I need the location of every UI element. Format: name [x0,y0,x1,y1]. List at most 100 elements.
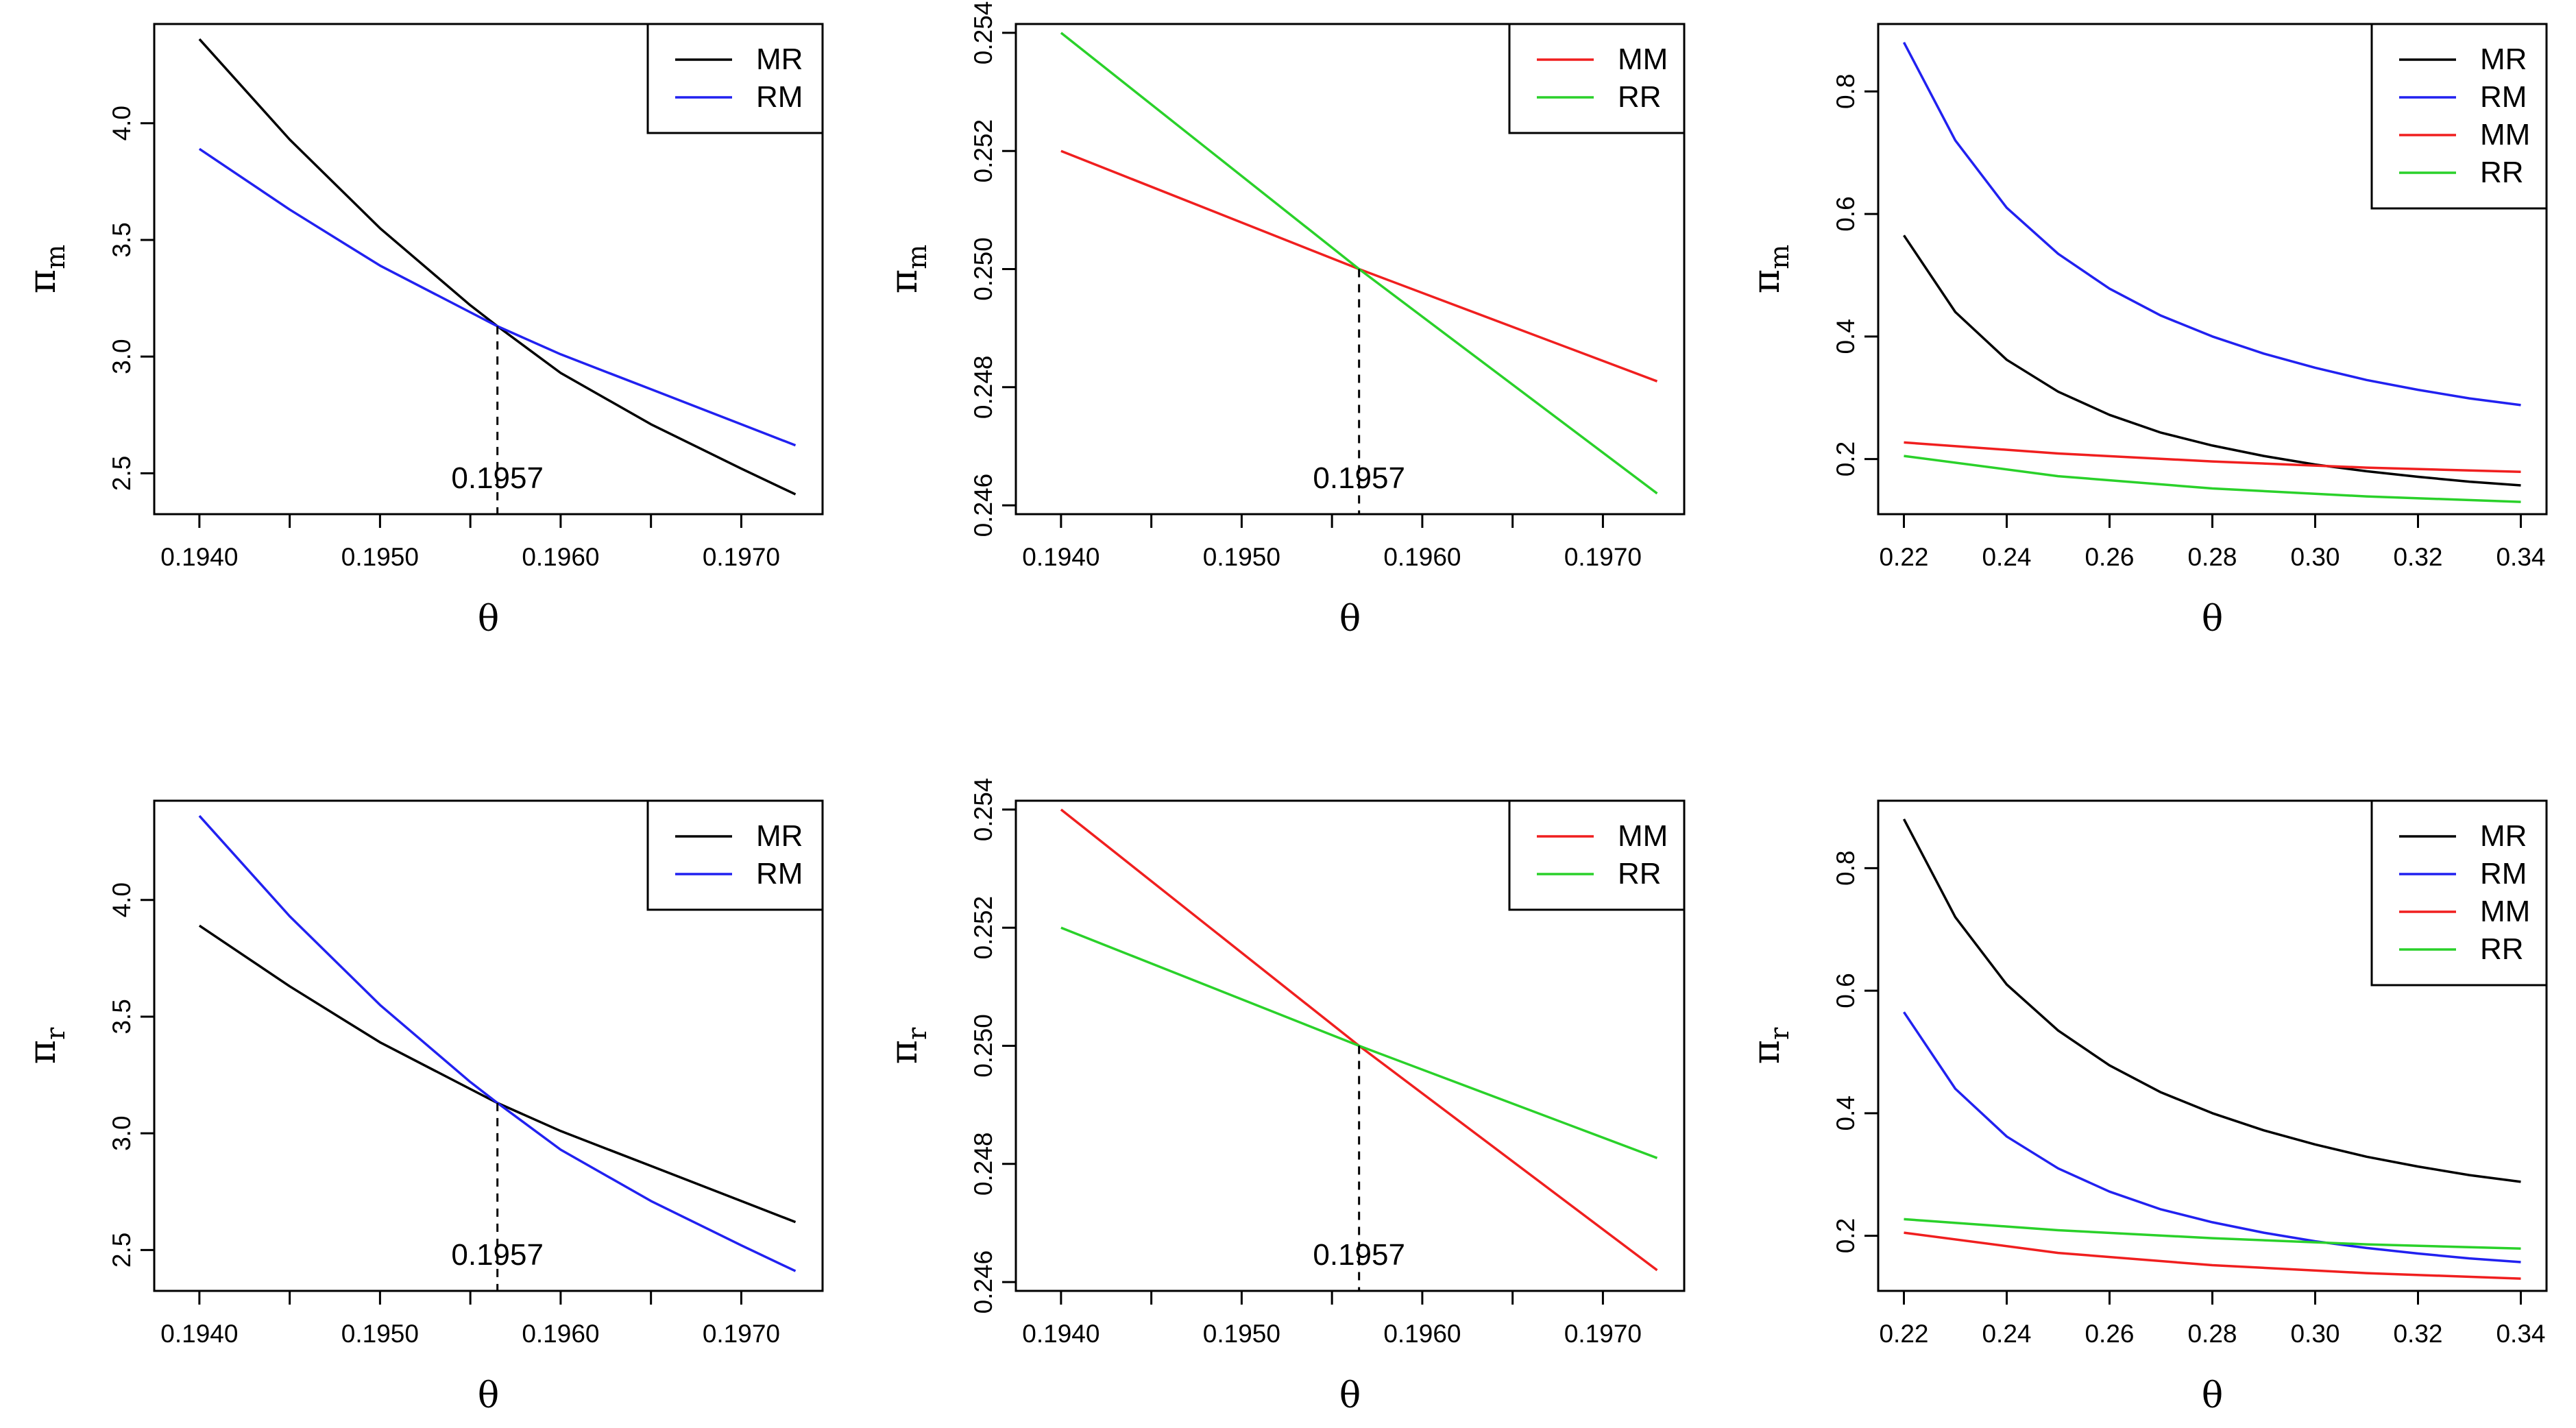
x-tick-label: 0.32 [2393,1320,2442,1348]
series-line-RR [1904,1218,2521,1250]
panel-6: 0.22 0.24 0.26 0.28 0.30 0.32 0.34 0.2 0.4 0.6 0.8… [1745,799,2548,1416]
y-tick-label: 4.0 [108,882,136,917]
series-line-RR [1904,455,2521,503]
series-line-MR [1903,234,2521,487]
plot-frame [153,799,824,1292]
x-tick-label: 0.1950 [341,1320,419,1348]
x-tick-label: 0.1950 [1203,1320,1280,1348]
x-axis-label: θ [2202,598,2223,640]
x-axis-label: θ [478,598,499,640]
panel-4: 0.1940 0.1950 0.1960 0.1970 2.5 3.0 3.5 4.0 θ πr 0… [21,799,824,1416]
x-tick-label: 0.1970 [1564,543,1642,571]
legend-label-MM: MM [1618,43,1668,76]
legend-label-RM: RM [756,80,803,114]
y-axis-symbol: π [1745,1040,1788,1065]
y-tick-label: 0.4 [1832,319,1860,354]
legend: MR RM [646,23,824,134]
x-tick-label: 0.24 [1982,1320,2031,1348]
legend-label-MR: MR [756,43,803,76]
legend-label-MM: MM [2480,895,2530,928]
y-axis-subscript: r [40,1027,71,1040]
legend-label-RM: RM [756,857,803,891]
legend: MR RM MM RR [2370,799,2548,987]
legend-label-MR: MR [2480,819,2527,853]
y-axis-label: πm [1745,245,1795,294]
y-axis-subscript: r [1764,1027,1795,1040]
legend: MR RM MM RR [2370,23,2548,210]
x-tick-label: 0.1960 [522,1320,599,1348]
y-tick-label: 0.250 [969,237,997,301]
plot-frame [153,23,824,516]
y-axis-symbol: π [1745,269,1788,294]
y-tick-label: 0.246 [969,1250,997,1314]
legend-label-MM: MM [1618,819,1668,853]
x-tick-label: 0.28 [2187,1320,2237,1348]
threshold-label: 0.1957 [1313,461,1405,495]
y-tick-label: 0.250 [969,1014,997,1078]
x-tick-label: 0.1950 [341,543,419,571]
x-tick-label: 0.1940 [160,543,238,571]
x-tick-label: 0.26 [2085,1320,2134,1348]
y-axis-symbol: π [21,269,64,294]
series-line-MM [1904,441,2521,474]
y-axis-subscript: m [902,245,932,269]
y-tick-label: 0.248 [969,355,997,419]
legend-label-RR: RR [2480,932,2524,966]
panel-5: 0.1940 0.1950 0.1960 0.1970 0.246 0.248 0.250 0… [882,778,1686,1416]
legend-label-RM: RM [2480,857,2527,891]
series-line-RM [1903,1011,2521,1263]
y-axis-subscript: m [40,245,71,269]
x-tick-label: 0.34 [2496,1320,2545,1348]
x-tick-label: 0.1950 [1203,543,1280,571]
series-line-RM [1902,41,2521,407]
x-tick-label: 0.22 [1879,543,1928,571]
series-group [198,814,797,1272]
legend-label-MR: MR [2480,43,2527,76]
y-axis-label: πr [882,1027,932,1065]
y-axis-label: πm [882,245,932,294]
x-tick-label: 0.30 [2290,1320,2340,1348]
legend: MM RR [1508,23,1686,134]
y-tick-label: 2.5 [108,456,136,491]
panel-2: 0.1940 0.1950 0.1960 0.1970 0.246 0.248 0.250 0… [882,1,1686,640]
legend-label-RR: RR [1618,80,1662,114]
x-tick-label: 0.32 [2393,543,2442,571]
x-axis-label: θ [478,1375,499,1416]
series-line-MR [198,924,797,1224]
y-tick-label: 0.4 [1832,1096,1860,1130]
y-tick-label: 3.0 [108,1115,136,1150]
legend-label-MR: MR [756,819,803,853]
legend: MR RM [646,799,824,911]
threshold-label: 0.1957 [451,1238,544,1272]
series-group [1902,818,2521,1280]
x-tick-label: 0.1940 [160,1320,238,1348]
y-axis-label: πm [21,245,71,294]
x-tick-label: 0.1940 [1022,1320,1099,1348]
legend-box [1508,799,1686,911]
x-axis-label: θ [1339,1375,1361,1416]
x-tick-label: 0.1960 [1383,543,1461,571]
y-tick-label: 0.6 [1832,196,1860,231]
panel-3: 0.22 0.24 0.26 0.28 0.30 0.32 0.34 0.2 0.4 0.6 0.8… [1745,23,2548,640]
x-tick-label: 0.1970 [1564,1320,1642,1348]
series-line-MR [1902,818,2521,1183]
legend-box [646,799,824,911]
y-tick-label: 0.2 [1832,441,1860,476]
x-tick-label: 0.24 [1982,543,2031,571]
y-axis-symbol: π [882,269,925,294]
legend-label-RM: RM [2480,80,2527,114]
y-tick-label: 0.254 [969,1,997,65]
y-axis-symbol: π [882,1040,925,1065]
y-tick-label: 0.252 [969,896,997,960]
x-tick-label: 0.22 [1879,1320,1928,1348]
legend-box [2370,23,2548,210]
x-axis-label: θ [1339,598,1361,640]
y-tick-label: 4.0 [108,106,136,141]
y-tick-label: 0.254 [969,778,997,842]
x-tick-label: 0.1940 [1022,543,1099,571]
y-tick-label: 3.5 [108,999,136,1034]
series-line-RM [198,814,797,1272]
x-tick-label: 0.26 [2085,543,2134,571]
x-tick-label: 0.1970 [703,543,780,571]
